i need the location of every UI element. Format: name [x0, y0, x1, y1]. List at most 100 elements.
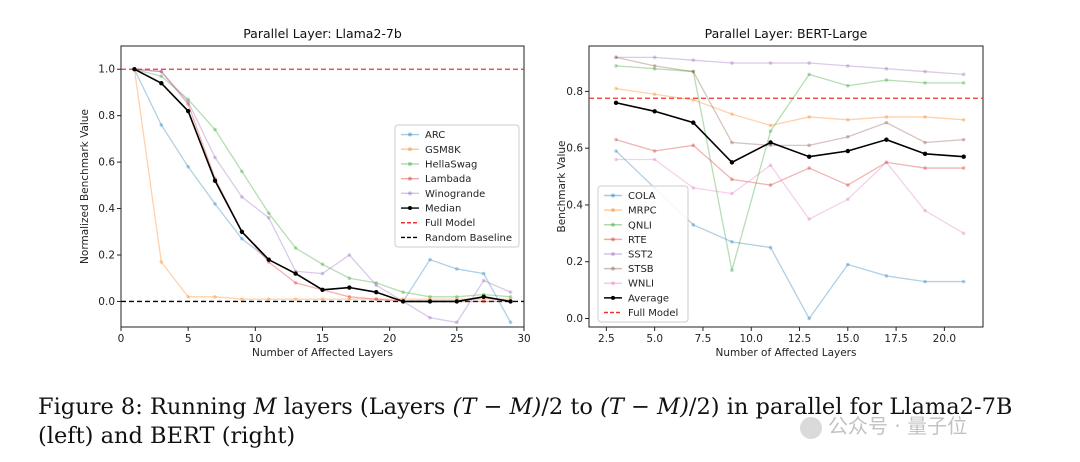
- llama-legend-marker: [408, 176, 412, 181]
- llama-x-axis-label: Number of Affected Layers: [252, 347, 393, 359]
- llama-lambada-point: [186, 102, 190, 106]
- bert-legend-marker: [611, 252, 615, 256]
- llama-x-tick-label: 5: [185, 333, 192, 345]
- bert-stsb-line: [615, 56, 964, 146]
- llama-median-point: [159, 80, 164, 86]
- bert-legend-label: MRPC: [628, 206, 657, 217]
- bert-wnli-point: [884, 160, 889, 165]
- bert-legend: COLA MRPC QNLI RTE SST2 STSB WNLI Average Full M…: [597, 185, 689, 323]
- bert-legend-marker: [611, 281, 615, 286]
- bert-legend-box: [597, 185, 689, 323]
- llama-legend-label: Median: [425, 204, 461, 215]
- llama-winogrande-point: [455, 320, 459, 325]
- llama-hellaswag-line: [134, 68, 511, 298]
- bert-legend-label: SST2: [628, 250, 653, 261]
- bert-average-point: [652, 109, 657, 114]
- bert-legend-label: RTE: [628, 235, 647, 246]
- watermark: 公众号 · 量子位: [800, 410, 967, 439]
- bert-wnli-point: [614, 157, 618, 162]
- llama-hellaswag-point: [293, 246, 298, 250]
- chart-bert: Parallel Layer: BERT-Large 2.5 5.0 7.5 10.0 1…: [556, 26, 984, 359]
- bert-y-tick-label: 0.0: [566, 313, 583, 325]
- bert-y-tick-label: 0.8: [566, 86, 583, 98]
- bert-y-tick-label: 0.4: [566, 199, 583, 211]
- bert-cola-point: [884, 274, 889, 278]
- bert-legend-marker: [611, 193, 615, 198]
- figure-canvas: Parallel Layer: Llama2-7b 0 5 10 15 20 25 30 0.0…: [79, 26, 984, 359]
- llama-y-tick-label: 0.0: [98, 296, 115, 308]
- bert-qnli-point: [846, 83, 850, 88]
- bert-series-rte: [614, 137, 966, 187]
- bert-mrpc-point: [652, 92, 657, 97]
- llama-legend-label: Lambada: [425, 174, 471, 185]
- watermark-text: 公众号 · 量子位: [828, 414, 968, 438]
- bert-mrpc-point: [768, 123, 773, 128]
- llama-x-tick-label: 30: [517, 333, 530, 345]
- llama-hellaswag-point: [266, 211, 271, 216]
- bert-sst2-line: [616, 56, 964, 76]
- llama-lambada-point: [481, 299, 486, 304]
- llama-winogrande-line: [134, 68, 511, 324]
- bert-x-tick-label: 20.0: [933, 333, 956, 345]
- bert-qnli-point: [807, 72, 811, 77]
- llama-series-gsm8k: [132, 67, 513, 301]
- bert-mrpc-point: [961, 117, 966, 122]
- bert-mrpc-point: [884, 115, 889, 119]
- caption-part4: /2) in parallel for Llama2-7B: [688, 394, 1013, 420]
- bert-x-tick-label: 2.5: [598, 333, 615, 345]
- bert-rte-point: [846, 183, 850, 187]
- llama-winogrande-point: [481, 278, 486, 283]
- llama-x-tick-label: 25: [450, 333, 463, 345]
- llama-median-point: [212, 178, 218, 183]
- bert-series-qnli: [614, 64, 966, 273]
- llama-winogrande-point: [347, 253, 352, 257]
- llama-y-tick-label: 0.6: [98, 157, 115, 169]
- llama-arc-point: [428, 257, 432, 262]
- bert-series-stsb: [614, 55, 966, 148]
- llama-plot-area: [121, 67, 524, 325]
- bert-x-tick-label: 7.5: [695, 333, 712, 345]
- llama-x-tick-label: 20: [383, 333, 396, 345]
- bert-cola-point: [614, 149, 618, 153]
- bert-wnli-point: [961, 231, 966, 236]
- bert-plot-area: [589, 55, 983, 321]
- bert-legend-label: Average: [628, 293, 669, 304]
- bert-qnli-point: [652, 66, 657, 71]
- bert-cola-point: [961, 279, 966, 284]
- llama-median-point: [266, 257, 271, 262]
- bert-wnli-point: [923, 208, 927, 213]
- bert-legend-label: QNLI: [628, 220, 652, 231]
- llama-gsm8k-point: [266, 297, 271, 301]
- llama-hellaswag-point: [455, 295, 459, 299]
- bert-stsb-point: [652, 64, 657, 68]
- bert-stsb-point: [884, 120, 889, 125]
- llama-legend: ARC GSM8K HellaSwag Lambada Winogrande Median…: [394, 124, 520, 248]
- llama-gsm8k-point: [186, 295, 190, 299]
- bert-average-point: [922, 151, 928, 157]
- bert-average-point: [884, 137, 889, 142]
- bert-x-axis-label: Number of Affected Layers: [716, 347, 857, 359]
- llama-y-tick-label: 0.8: [98, 110, 115, 122]
- bert-wnli-point: [730, 191, 734, 196]
- caption-line2: (left) and BERT (right): [38, 423, 296, 449]
- bert-wnli-point: [807, 217, 811, 221]
- caption-expr1: (T − M): [452, 394, 542, 420]
- llama-gsm8k-line: [133, 69, 511, 300]
- bert-rte-point: [961, 166, 966, 170]
- bert-legend-marker: [611, 237, 615, 242]
- llama-hellaswag-point: [374, 281, 379, 285]
- bert-wnli-point: [768, 163, 773, 168]
- bert-average-point: [729, 160, 735, 165]
- bert-sst2-point: [846, 64, 850, 68]
- bert-qnli-point: [884, 78, 889, 82]
- bert-rte-point: [691, 143, 696, 148]
- bert-sst2-point: [768, 61, 773, 65]
- bert-legend-label: COLA: [628, 191, 656, 202]
- llama-arc-point: [240, 236, 244, 241]
- llama-winogrande-point: [213, 155, 217, 160]
- bert-rte-point: [730, 177, 734, 182]
- llama-hellaswag-point: [428, 295, 432, 299]
- bert-qnli-line: [615, 65, 964, 271]
- bert-wnli-point: [652, 157, 657, 162]
- llama-gsm8k-point: [293, 297, 298, 301]
